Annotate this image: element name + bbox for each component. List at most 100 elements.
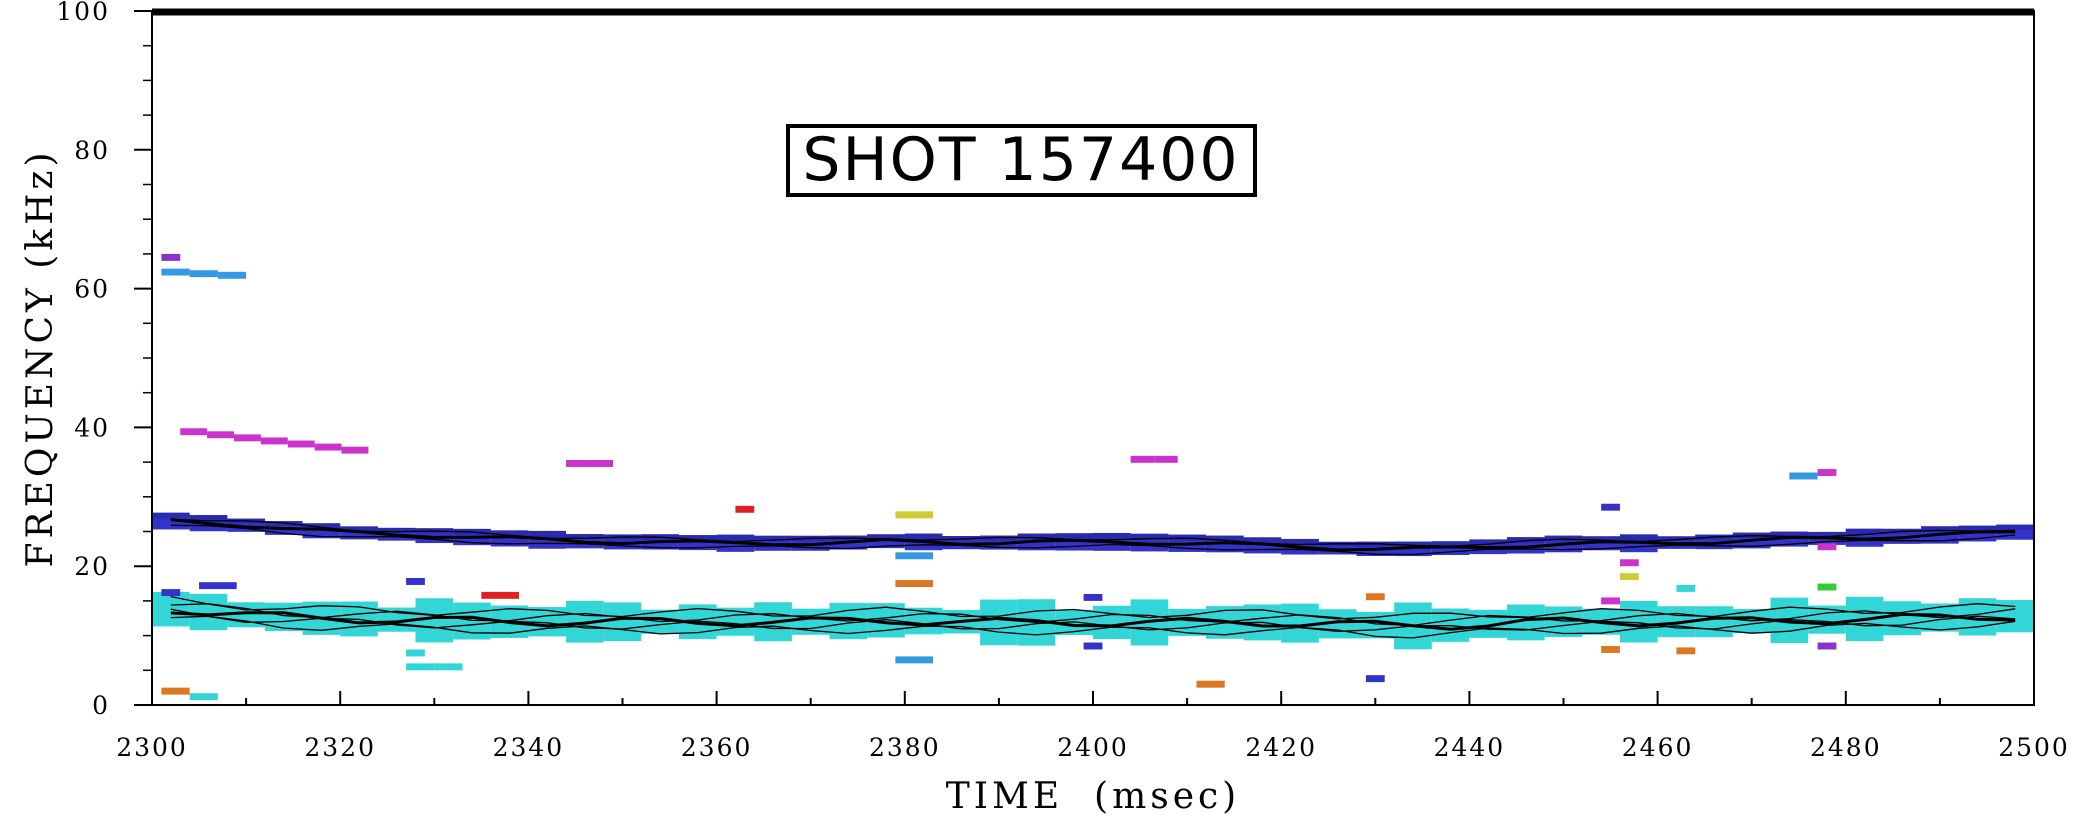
mode-block	[1695, 606, 1733, 638]
mode-fragment	[895, 580, 934, 588]
y-tick-label: 100	[56, 0, 110, 26]
mode-block-shade	[1093, 532, 1131, 540]
mode-block-shade	[980, 535, 1018, 541]
mode-block	[1883, 601, 1922, 636]
mode-trace	[170, 524, 2016, 556]
x-tick-label: 2360	[681, 733, 753, 762]
mode-fragment	[1676, 584, 1696, 592]
mode-block-shade	[1243, 537, 1282, 543]
mode-fragment	[1196, 680, 1225, 688]
mode-fragment	[1817, 543, 1837, 551]
mode-fragment	[1619, 573, 1639, 581]
mode-marks	[152, 253, 2034, 701]
mode-fragment	[895, 552, 934, 560]
mode-block	[904, 607, 943, 635]
mode-fragment	[895, 511, 934, 519]
mode-trace	[170, 518, 2016, 552]
mode-block-shade	[1657, 536, 1696, 541]
mode-block-shade	[189, 515, 228, 521]
mode-fragment	[1817, 583, 1837, 591]
mode-fragment	[161, 687, 190, 695]
mode-block-shade	[754, 535, 792, 542]
mode-trace	[170, 518, 2016, 547]
mode-fragment	[217, 271, 247, 279]
mode-block-shade	[1469, 539, 1508, 545]
y-tick-label: 40	[74, 413, 110, 442]
mode-block-shade	[528, 530, 567, 538]
mode-fragment	[207, 431, 235, 439]
mode-block-shade	[867, 534, 905, 540]
mode-block-shade	[1996, 524, 2034, 530]
mode-block	[1093, 605, 1131, 640]
mode-block-shade	[716, 534, 755, 541]
mode-fragment	[481, 591, 519, 599]
x-tick-label: 2320	[304, 733, 376, 762]
mode-block	[1808, 605, 1846, 634]
mode-fragment	[161, 253, 181, 261]
x-axis: 2300 2320 2340 2360 2380 2400 2420 2440 2460 2480…	[116, 691, 2068, 762]
mode-fragment	[1130, 455, 1155, 463]
mode-block-shade	[490, 530, 529, 537]
mode-block	[716, 607, 755, 636]
x-tick-label: 2400	[1057, 733, 1129, 762]
mode-fragment	[189, 693, 218, 701]
mode-block-shade	[340, 526, 378, 531]
y-tick-label: 20	[74, 552, 110, 581]
mode-fragment	[406, 577, 425, 585]
mode-fragment	[434, 663, 463, 671]
mode-fragment	[1817, 469, 1837, 476]
y-tick-label: 0	[92, 691, 110, 720]
x-tick-label: 2300	[116, 733, 188, 762]
mode-fragment	[1601, 646, 1620, 653]
mode-fragment	[1676, 647, 1696, 655]
shot-label-box: SHOT 157400	[786, 124, 1257, 197]
mode-block-shade	[904, 533, 943, 540]
mode-fragment	[287, 440, 315, 448]
mode-block-shade	[1431, 541, 1470, 547]
mode-block-shade	[152, 512, 190, 519]
mode-fragment	[1365, 675, 1385, 683]
mode-trace	[170, 608, 2016, 633]
x-tick-label: 2420	[1245, 733, 1317, 762]
mode-block-shade	[1958, 525, 1997, 532]
mode-trace	[170, 611, 2016, 631]
mode-block-shade	[1921, 526, 1959, 533]
mode-fragment	[314, 443, 342, 451]
mode-fragment	[406, 663, 435, 671]
mode-fragment	[566, 460, 590, 467]
x-tick-label: 2460	[1622, 733, 1694, 762]
x-tick-label: 2440	[1434, 733, 1506, 762]
mode-fragment	[1154, 455, 1178, 463]
mode-block-shade	[264, 521, 303, 526]
y-axis: 0 20 40 60 80 100	[56, 0, 152, 720]
mode-trace	[170, 595, 2016, 620]
mode-fragment	[1789, 472, 1818, 480]
x-axis-title: TIME (msec)	[946, 776, 1240, 817]
mode-block-shade	[1770, 531, 1809, 537]
mode-block-shade	[566, 534, 604, 540]
mode-fragment	[895, 656, 934, 664]
y-tick-label: 80	[74, 136, 110, 165]
mode-block-shade	[1017, 533, 1056, 540]
mode-fragment	[1619, 559, 1639, 567]
mode-fragment	[1365, 593, 1385, 601]
mode-fragment	[1601, 597, 1620, 605]
mode-block	[603, 602, 642, 642]
mode-fragment	[341, 446, 369, 454]
chart-title: SHOT 157400	[802, 125, 1239, 195]
mode-block-shade	[1808, 531, 1846, 537]
shot-label-border	[786, 124, 1257, 197]
mode-fragment	[199, 582, 237, 590]
mode-lines	[170, 518, 2016, 639]
mode-block	[189, 593, 228, 631]
mode-fragment	[589, 460, 614, 467]
mode-fragment	[260, 437, 288, 445]
mode-fragment	[1083, 593, 1103, 601]
mode-fragment	[161, 268, 190, 276]
mode-block-shade	[1205, 535, 1244, 542]
y-axis-title: FREQUENCY (kHz)	[20, 148, 61, 567]
mode-fragment	[161, 589, 181, 597]
mode-block-shade	[377, 527, 416, 533]
